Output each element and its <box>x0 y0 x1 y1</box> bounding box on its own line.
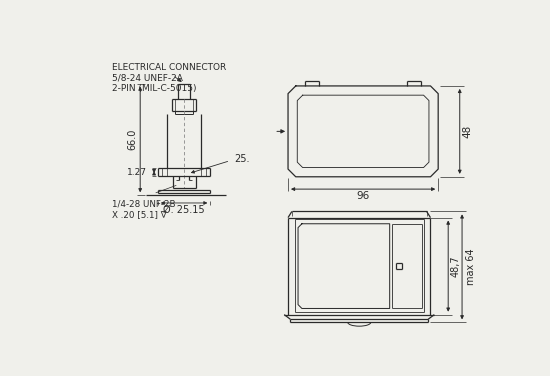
Text: 1/4-28 UNF-2B
X .20 [5.1] ∇: 1/4-28 UNF-2B X .20 [5.1] ∇ <box>112 200 176 219</box>
Text: 96: 96 <box>356 191 370 201</box>
Text: 48,7: 48,7 <box>451 255 461 277</box>
Text: ELECTRICAL CONNECTOR
5/8-24 UNEF-2A
2-PIN (MIL-C-5015): ELECTRICAL CONNECTOR 5/8-24 UNEF-2A 2-PI… <box>112 63 227 92</box>
Text: Ø. 25.15: Ø. 25.15 <box>163 205 205 215</box>
Text: 1.27: 1.27 <box>127 168 147 177</box>
Text: 25.: 25. <box>234 154 250 164</box>
Text: 66.0: 66.0 <box>128 129 138 150</box>
Text: max 64: max 64 <box>466 249 476 285</box>
Text: 48: 48 <box>463 125 472 138</box>
